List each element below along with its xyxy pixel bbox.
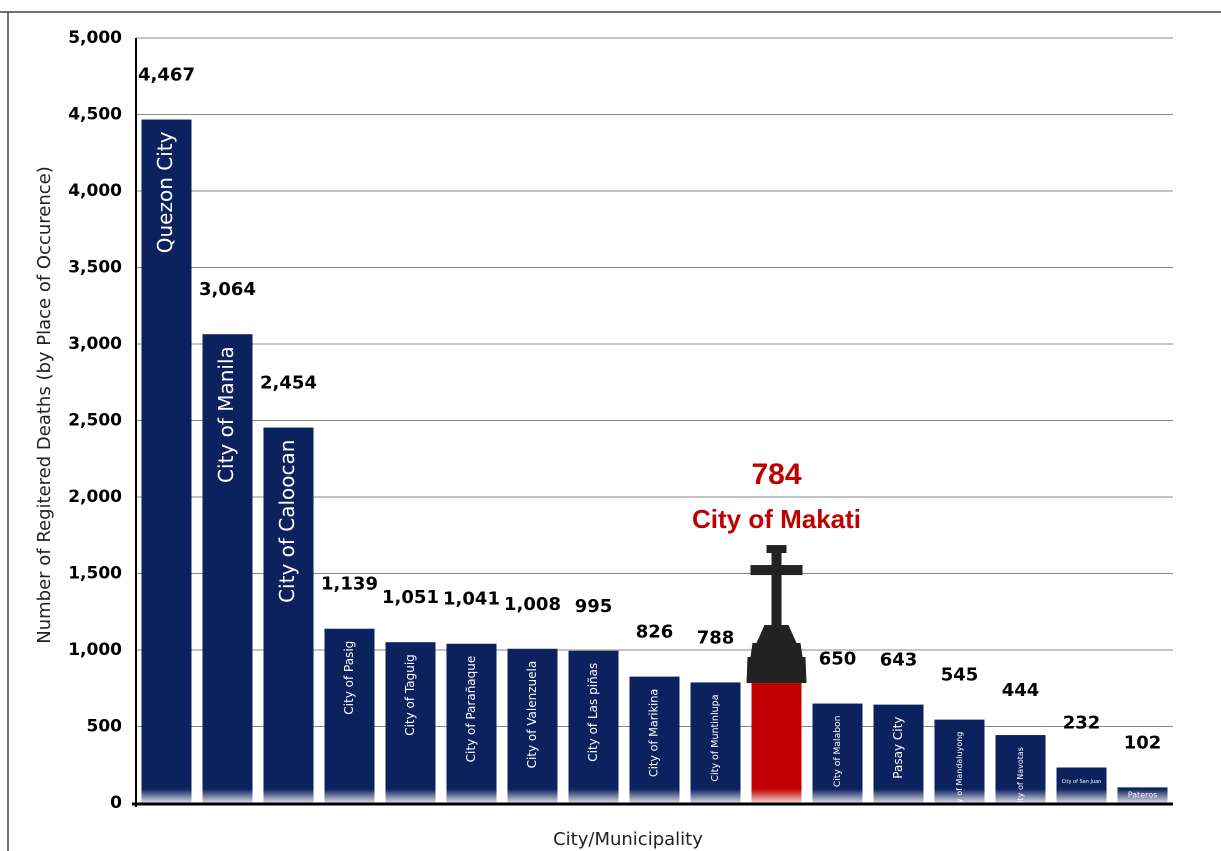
bar <box>568 650 619 803</box>
cross-arm <box>750 565 803 576</box>
bar-label: City of Pasig <box>342 641 356 715</box>
value-label: 2,454 <box>260 373 317 394</box>
bar-label: Pasay City <box>891 717 905 779</box>
bar-shine <box>263 789 314 803</box>
value-label: 4,467 <box>138 65 195 86</box>
cross-base <box>746 625 807 684</box>
bar-label: City of Navotas <box>1016 747 1025 808</box>
bar-shine <box>141 789 192 803</box>
y-tick-label: 500 <box>87 717 123 737</box>
bar-label: City of Valenzuela <box>525 661 539 769</box>
bar <box>873 704 924 803</box>
y-tick-label: 3,500 <box>68 258 122 278</box>
bar-label: City of Las piñas <box>586 663 600 762</box>
bar <box>385 642 436 803</box>
bar-shine <box>1056 789 1107 803</box>
bar <box>812 703 863 803</box>
bar-shine <box>873 789 924 803</box>
y-tick-label: 1,000 <box>68 640 122 660</box>
highlight-label: City of Makati <box>692 504 861 534</box>
value-label: 3,064 <box>199 279 256 300</box>
value-label: 232 <box>1063 713 1101 734</box>
value-label: 1,139 <box>321 574 378 595</box>
bar <box>507 648 558 803</box>
bar-shine <box>202 789 253 803</box>
bar <box>751 683 802 803</box>
bar-label: City of Parañaque <box>464 656 478 763</box>
value-label: 444 <box>1002 680 1040 701</box>
y-tick-label: 2,500 <box>68 411 122 431</box>
bar-shine <box>690 789 741 803</box>
bar <box>263 427 314 803</box>
y-tick-label: 2,000 <box>68 487 122 507</box>
bar <box>202 334 253 803</box>
bar <box>690 682 741 803</box>
value-label: 650 <box>819 649 857 670</box>
value-label: 1,051 <box>382 587 439 608</box>
bar-shine <box>507 789 558 803</box>
cross-icon <box>746 545 807 684</box>
bar-shine <box>1117 789 1168 803</box>
value-label: 995 <box>575 596 613 617</box>
bar <box>446 643 497 803</box>
bar-label: City of Mandaluyong <box>955 732 964 814</box>
bar-label: City of San Juan <box>1062 779 1102 785</box>
bar-label: City of Malabon <box>832 715 843 787</box>
bar-shine <box>751 789 802 803</box>
value-label: 1,008 <box>504 594 561 615</box>
bar-label: Quezon City <box>153 131 177 253</box>
bar-label: City of Taguig <box>403 654 417 736</box>
y-tick-label: 4,000 <box>68 181 122 201</box>
bar-shine <box>629 789 680 803</box>
value-label: 102 <box>1124 732 1162 753</box>
bar-shine <box>324 789 375 803</box>
bar <box>629 676 680 803</box>
bar-shine <box>568 789 619 803</box>
bar-label: City of Muntinlupa <box>710 694 721 781</box>
bar-label: City of Marikina <box>647 689 661 778</box>
value-label: 788 <box>697 627 735 648</box>
bar-label: City of Caloocan <box>275 440 299 603</box>
value-label: 1,041 <box>443 589 500 610</box>
cross-cap <box>766 545 787 554</box>
y-tick-label: 4,500 <box>68 105 122 125</box>
y-tick-label: 0 <box>110 793 122 813</box>
value-label: 826 <box>636 622 674 643</box>
bar-shine <box>934 789 985 803</box>
x-axis-label: City/Municipality <box>553 829 703 850</box>
y-tick-label: 1,500 <box>68 564 122 584</box>
highlight-value: 784 <box>751 458 801 491</box>
bar-shine <box>995 789 1046 803</box>
bar-shine <box>446 789 497 803</box>
bar-shine <box>812 789 863 803</box>
bar <box>324 628 375 803</box>
bar-shine <box>385 789 436 803</box>
bar <box>141 119 192 803</box>
y-tick-label: 3,000 <box>68 334 122 354</box>
y-axis-label: Number of Regitered Deaths (by Place of … <box>34 166 55 644</box>
value-label: 643 <box>880 650 918 671</box>
value-label: 545 <box>941 665 979 686</box>
cross-post <box>771 548 782 629</box>
bar-label: City of Manila <box>214 346 238 483</box>
bar-label: Pateros <box>1128 791 1158 800</box>
y-tick-label: 5,000 <box>68 28 122 48</box>
